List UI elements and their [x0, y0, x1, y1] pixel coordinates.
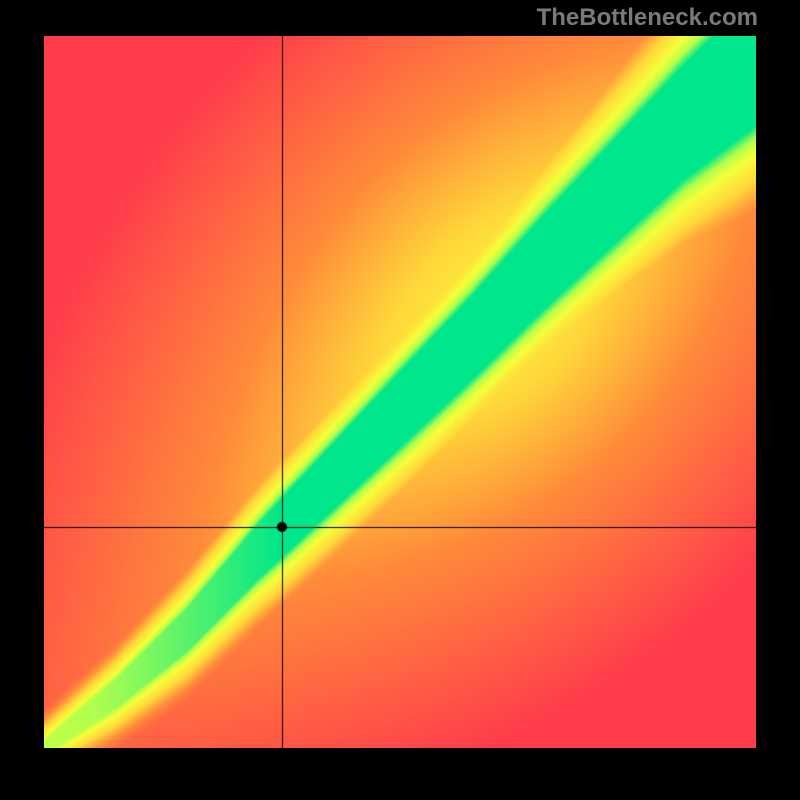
watermark-text: TheBottleneck.com	[537, 4, 758, 32]
bottleneck-heatmap	[44, 36, 756, 748]
heatmap-canvas	[44, 36, 756, 748]
